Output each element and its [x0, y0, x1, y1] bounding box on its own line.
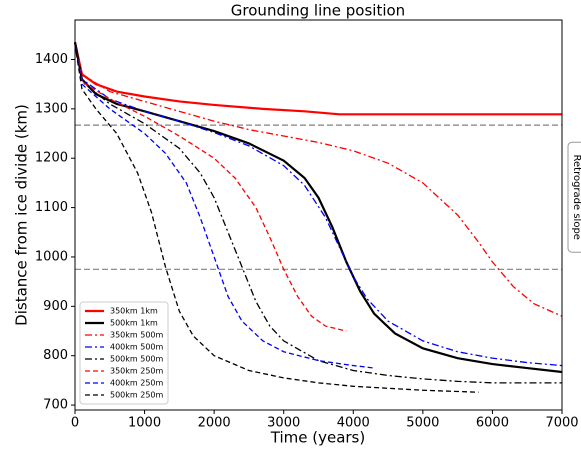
- series-line: [74, 44, 563, 367]
- y-tick-label: 700: [43, 398, 68, 413]
- legend-label: 350km 500m: [110, 331, 164, 340]
- y-tick-label: 1000: [35, 249, 68, 264]
- x-tick-label: 4000: [337, 416, 370, 431]
- x-tick-label: 1000: [128, 416, 161, 431]
- y-tick-label: 900: [43, 299, 68, 314]
- x-tick-label: 7000: [545, 416, 578, 431]
- legend-label: 400km 500m: [110, 343, 164, 352]
- y-tick-label: 1200: [35, 151, 68, 166]
- series-line: [74, 44, 375, 369]
- legend-box: [79, 301, 169, 405]
- x-axis-label: Time (years): [270, 429, 365, 447]
- plot-frame: [74, 19, 563, 411]
- chart-title: Grounding line position: [231, 2, 405, 20]
- y-tick-label: 800: [43, 348, 68, 363]
- legend-label: 500km 250m: [110, 391, 164, 400]
- series-line: [74, 44, 563, 317]
- y-tick-label: 1300: [35, 101, 68, 116]
- y-tick-label: 1400: [35, 52, 68, 67]
- legend-label: 350km 250m: [110, 367, 164, 376]
- annotation: Retrograde slope: [571, 154, 581, 239]
- legend-label: 500km 1km: [110, 319, 158, 328]
- y-tick-label: 1100: [35, 200, 68, 215]
- legend-label: 500km 500m: [110, 355, 164, 364]
- x-tick-label: 3000: [267, 416, 300, 431]
- series-line: [74, 44, 479, 393]
- legend-label: 400km 250m: [110, 379, 164, 388]
- annotation-box: [567, 141, 581, 253]
- x-tick-label: 2000: [198, 416, 231, 431]
- x-tick-label: 5000: [406, 416, 439, 431]
- y-axis-label: Distance from ice divide (km): [13, 104, 31, 326]
- x-tick-label: 6000: [476, 416, 509, 431]
- x-tick-label: 0: [71, 416, 79, 431]
- series-line: [74, 44, 347, 332]
- series-line: [73, 41, 562, 116]
- legend-label: 350km 1km: [110, 307, 158, 316]
